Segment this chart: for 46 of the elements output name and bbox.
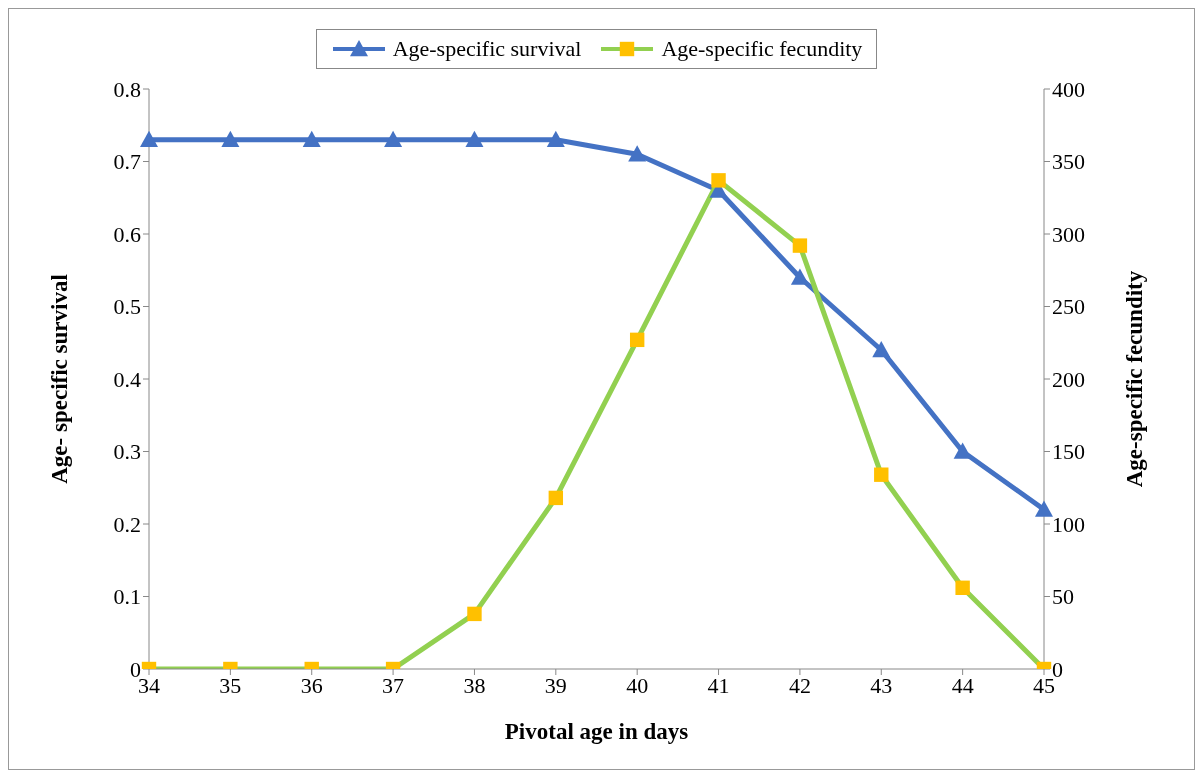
- x-tick-label: 42: [788, 672, 811, 698]
- y-tick-label: 0.6: [113, 221, 141, 247]
- y2-axis-title: Age-specific fecundity: [1122, 270, 1148, 488]
- y-tick-label: 0.5: [113, 294, 141, 320]
- x-tick-label: 44: [951, 672, 974, 698]
- point: [302, 130, 321, 147]
- y2-tick-label: 150: [1052, 439, 1085, 465]
- legend-label: Age-specific survival: [392, 36, 582, 62]
- x-tick-label: 36: [300, 672, 323, 698]
- y2-tick-label: 300: [1052, 221, 1085, 247]
- y2-tick-label: 250: [1052, 294, 1085, 320]
- y-tick-label: 0.8: [113, 76, 141, 102]
- point: [384, 130, 403, 147]
- x-tick-label: 38: [463, 672, 486, 698]
- y-tick-label: 0.2: [113, 511, 141, 537]
- x-tick-label: 41: [707, 672, 730, 698]
- point: [711, 173, 726, 188]
- x-tick-label: 40: [626, 672, 649, 698]
- x-tick-label: 39: [544, 672, 567, 698]
- y-tick-label: 0.4: [113, 366, 141, 392]
- legend-label: Age-specific fecundity: [661, 36, 863, 62]
- point: [792, 238, 808, 253]
- x-axis-title: Pivotal age in days: [504, 719, 689, 744]
- y-tick-label: 0.7: [113, 149, 141, 175]
- point: [140, 130, 158, 147]
- point: [872, 341, 891, 358]
- point: [790, 268, 809, 285]
- y-tick-label: 0.3: [113, 439, 141, 465]
- y2-tick-label: 200: [1052, 366, 1085, 392]
- y2-tick-label: 50: [1052, 584, 1074, 610]
- point: [874, 467, 889, 482]
- point: [629, 332, 645, 348]
- y-tick-label: 0.1: [113, 584, 141, 610]
- y2-tick-label: 400: [1052, 76, 1085, 102]
- y-axis-title: Age- specific survival: [47, 274, 73, 484]
- point: [628, 145, 647, 162]
- y2-tick-label: 100: [1052, 511, 1085, 537]
- point: [465, 130, 484, 147]
- point: [1035, 500, 1053, 517]
- y2-tick-label: 350: [1052, 149, 1085, 175]
- point: [546, 130, 565, 147]
- x-tick-label: 37: [382, 672, 405, 698]
- y2-tick-label: 0: [1052, 656, 1063, 682]
- point: [221, 130, 240, 147]
- x-tick-label: 35: [219, 672, 242, 698]
- x-tick-label: 43: [870, 672, 893, 698]
